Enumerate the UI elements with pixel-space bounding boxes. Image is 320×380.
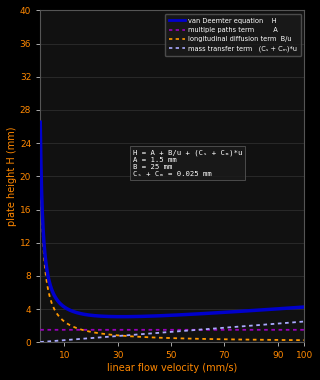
Y-axis label: plate height H (mm): plate height H (mm) <box>7 127 17 226</box>
Legend: van Deemter equation    H, multiple paths term         A, longitudinal diffusion: van Deemter equation H, multiple paths t… <box>165 14 301 56</box>
Text: H = A + B/u + (Cₛ + Cₘ)*u
A = 1.5 mm
B = 25 mm
Cₛ + Cₘ = 0.025 mm: H = A + B/u + (Cₛ + Cₘ)*u A = 1.5 mm B =… <box>133 150 242 177</box>
X-axis label: linear flow velocity (mm/s): linear flow velocity (mm/s) <box>107 363 237 373</box>
